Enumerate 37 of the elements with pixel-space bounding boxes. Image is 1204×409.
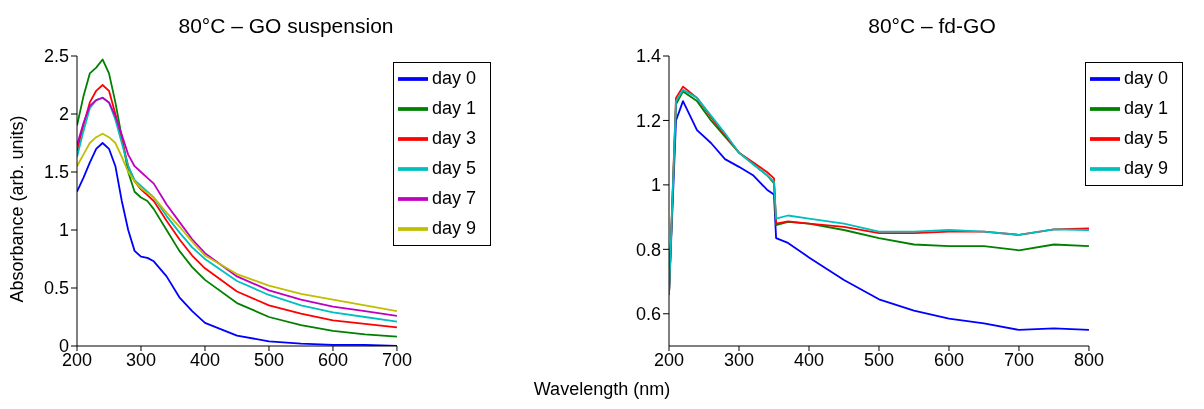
x-tick-label: 400 [793,349,825,370]
legend-label: day 1 [1123,97,1168,118]
x-tick-label: 600 [933,349,964,370]
legend-label: day 3 [431,127,476,148]
y-tick-label: 1.2 [635,110,661,131]
legend-label: day 0 [431,67,476,88]
x-tick-label: 700 [381,349,412,370]
x-tick-label: 300 [125,349,157,370]
legend-label: day 5 [1123,127,1168,148]
legend-label: day 9 [1123,157,1168,178]
x-tick-label: 800 [1073,349,1104,370]
legend-label: day 5 [431,157,476,178]
x-tick-label: 400 [189,349,220,370]
y-tick-label: 0.6 [635,304,661,325]
y-tick-label: 0.5 [43,278,69,299]
y-tick-label: 1.5 [43,162,69,183]
x-axis-title: Wavelength (nm) [532,379,672,400]
x-tick-label: 200 [653,349,685,370]
y-tick-label: 1 [650,175,661,196]
legend-label: day 9 [431,217,476,238]
legend-label: day 0 [1123,67,1168,88]
y-tick-label: 0.8 [635,239,661,260]
y-tick-label: 2 [58,104,69,125]
x-tick-label: 300 [723,349,755,370]
line-series [77,132,397,313]
chart-title: 80°C – GO suspension [177,14,395,38]
y-axis-title: Absorbance (arb. units) [7,115,28,303]
y-tick-label: 1.4 [635,46,661,67]
y-tick-label: 1 [58,220,69,241]
legend-label: day 7 [431,187,476,208]
y-tick-label: 2.5 [43,46,69,67]
x-tick-label: 700 [1003,349,1034,370]
legend-label: day 1 [431,97,476,118]
chart-title: 80°C – fd-GO [867,14,997,38]
x-tick-label: 500 [863,349,894,370]
x-tick-label: 600 [317,349,348,370]
x-tick-label: 500 [253,349,284,370]
